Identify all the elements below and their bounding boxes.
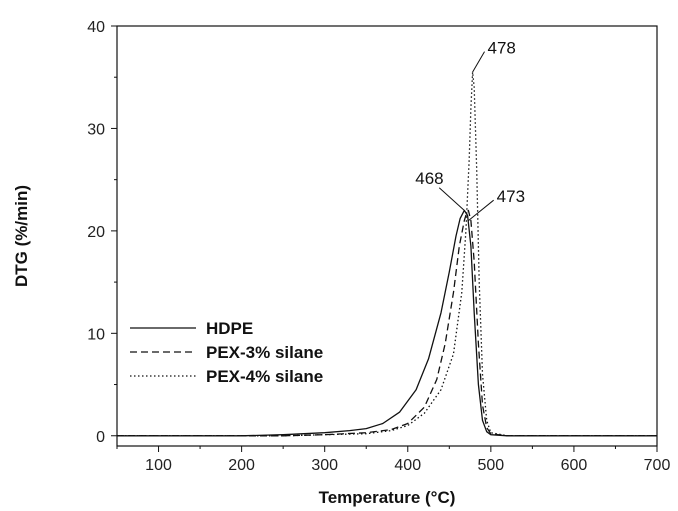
x-tick-label: 100 <box>145 457 172 474</box>
y-tick-label: 30 <box>87 121 105 138</box>
series-line-0 <box>117 209 657 437</box>
legend-label-0: HDPE <box>206 319 253 338</box>
annotation-leader <box>438 187 465 211</box>
y-tick-label: 40 <box>87 19 105 36</box>
legend-label-2: PEX-4% silane <box>206 367 323 386</box>
y-tick-label: 20 <box>87 224 105 241</box>
x-tick-label: 500 <box>477 457 504 474</box>
y-axis-ticks: 0 10 20 30 40 <box>87 19 117 446</box>
x-tick-label: 600 <box>561 457 588 474</box>
annotation-label: 468 <box>415 169 443 188</box>
x-tick-label: 700 <box>644 457 671 474</box>
series-layer <box>117 71 657 437</box>
y-tick-label: 10 <box>87 326 105 343</box>
annotations: 478 468 473 <box>415 39 525 222</box>
annotation-leader <box>472 51 485 73</box>
annotation-label: 478 <box>488 39 516 58</box>
series-line-1 <box>117 209 657 437</box>
x-tick-label: 400 <box>394 457 421 474</box>
annotation-leader <box>468 199 494 222</box>
plot-frame <box>116 25 658 447</box>
legend: HDPE PEX-3% silane PEX-4% silane <box>130 319 323 386</box>
x-axis-title: Temperature (°C) <box>319 488 456 507</box>
series-line-2 <box>117 71 657 437</box>
y-tick-label: 0 <box>96 429 105 446</box>
y-axis-title: DTG (%/min) <box>12 185 31 287</box>
x-axis-ticks: 100 200 300 400 500 600 700 <box>116 446 671 474</box>
x-tick-label: 300 <box>311 457 338 474</box>
legend-label-1: PEX-3% silane <box>206 343 323 362</box>
x-tick-label: 200 <box>228 457 255 474</box>
plot-border <box>116 25 658 447</box>
annotation-label: 473 <box>497 187 525 206</box>
